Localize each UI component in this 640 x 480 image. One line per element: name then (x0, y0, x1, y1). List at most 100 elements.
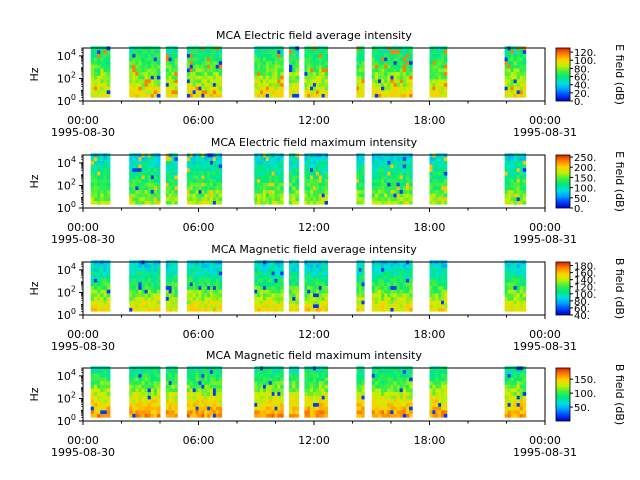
spectrogram-cell (292, 175, 296, 180)
spectrogram-cell (93, 406, 98, 411)
spectrogram-cell (106, 413, 111, 418)
spectrogram-cell (257, 304, 261, 308)
x-tick-label: 00:00 (67, 434, 99, 447)
spectrogram-cell (106, 380, 111, 385)
spectrogram-cell (399, 307, 404, 312)
spectrogram-cell (141, 164, 146, 169)
spectrogram-cell (409, 86, 413, 91)
spectrogram-cell (356, 413, 360, 418)
spectrogram-cell (156, 171, 161, 176)
spectrogram-cell (204, 79, 208, 84)
spectrogram-cell (129, 193, 133, 198)
spectrogram-cell (90, 282, 95, 287)
spectrogram-cell (374, 86, 379, 91)
spectrogram-cell (315, 377, 320, 382)
spectrogram-cell (195, 282, 199, 287)
spectrogram-cell (510, 391, 515, 396)
spectrogram-cell (186, 171, 191, 176)
spectrogram-cell (100, 189, 104, 194)
spectrogram-cell (277, 399, 281, 404)
spectrogram-cell (165, 93, 170, 98)
spectrogram-cell (516, 410, 521, 414)
spectrogram-cell (307, 388, 311, 393)
spectrogram-cell (201, 79, 205, 84)
spectrogram-cell (507, 93, 512, 98)
spectrogram-cell (371, 178, 376, 183)
spectrogram-cell (257, 274, 261, 279)
spectrogram-cell (198, 90, 202, 94)
spectrogram-cell (381, 271, 385, 276)
spectrogram-cell (371, 90, 376, 94)
spectrogram-cell (174, 186, 178, 191)
spectrogram-cell (318, 93, 323, 98)
spectrogram-cell (165, 64, 170, 69)
spectrogram-cell (315, 278, 320, 283)
spectrogram-cell (132, 391, 136, 396)
spectrogram-cell (378, 60, 382, 65)
spectrogram-cell (280, 307, 284, 312)
spectrogram-cell (513, 304, 518, 308)
spectrogram-cell (313, 193, 317, 198)
spectrogram-cell (254, 86, 258, 91)
spectrogram-cell (90, 384, 95, 389)
spectrogram-cell (260, 82, 264, 87)
spectrogram-cell (513, 410, 518, 414)
spectrogram-cell (507, 60, 512, 65)
spectrogram-cell (393, 267, 398, 272)
spectrogram-cell (289, 300, 293, 305)
spectrogram-cell (387, 68, 391, 73)
y-tick-label: 100 (57, 200, 76, 215)
x-tick-label: 00:00 (67, 328, 99, 341)
spectrogram-cell (144, 293, 149, 298)
spectrogram-cell (171, 171, 175, 176)
spectrogram-cell (387, 307, 391, 312)
spectrogram-cell (406, 182, 410, 187)
spectrogram-cell (135, 282, 139, 287)
spectrogram-cell (371, 93, 376, 98)
colorbar-tick-label: 200. (574, 163, 596, 174)
spectrogram-cell (174, 160, 178, 165)
spectrogram-cell (378, 68, 382, 73)
spectrogram-cell (141, 391, 146, 396)
spectrogram-cell (402, 182, 407, 187)
spectrogram-cell (198, 60, 202, 65)
spectrogram-cell (106, 64, 111, 69)
spectrogram-cell (310, 93, 314, 98)
spectrogram-cell (254, 75, 258, 80)
spectrogram-cell (358, 267, 362, 272)
spectrogram-cell (147, 86, 152, 91)
spectrogram-cell (195, 189, 199, 194)
spectrogram-cell (435, 373, 439, 378)
spectrogram-cell (387, 391, 391, 396)
spectrogram-cell (254, 307, 258, 312)
spectrogram-cell (103, 370, 108, 374)
spectrogram-cell (174, 304, 178, 308)
spectrogram-cell (165, 410, 170, 414)
spectrogram-cell (106, 189, 111, 194)
spectrogram-cell (93, 402, 98, 407)
spectrogram-cell (443, 402, 448, 407)
spectrogram-cell (93, 278, 98, 283)
spectrogram-cell (435, 406, 439, 411)
spectrogram-cell (315, 304, 320, 308)
spectrogram-cell (280, 200, 284, 205)
spectrogram-cell (168, 384, 173, 389)
spectrogram-cell (292, 296, 296, 301)
spectrogram-cell (141, 307, 146, 312)
spectrogram-cell (396, 402, 401, 407)
spectrogram-cell (186, 264, 191, 268)
colorbar-tick-label: 150. (574, 375, 596, 386)
spectrogram-cell (212, 93, 217, 98)
spectrogram-cell (310, 53, 314, 58)
spectrogram-cell (378, 264, 382, 268)
spectrogram-cell (513, 79, 518, 84)
spectrogram-cell (361, 171, 365, 176)
spectrogram-cell (280, 157, 284, 161)
spectrogram-cell (215, 300, 220, 305)
spectrogram-cell (396, 82, 401, 87)
spectrogram-cell (135, 175, 139, 180)
spectrogram-cell (257, 171, 261, 176)
spectrogram-cell (150, 278, 155, 283)
spectrogram-cell (263, 186, 267, 191)
spectrogram-cell (265, 53, 270, 58)
